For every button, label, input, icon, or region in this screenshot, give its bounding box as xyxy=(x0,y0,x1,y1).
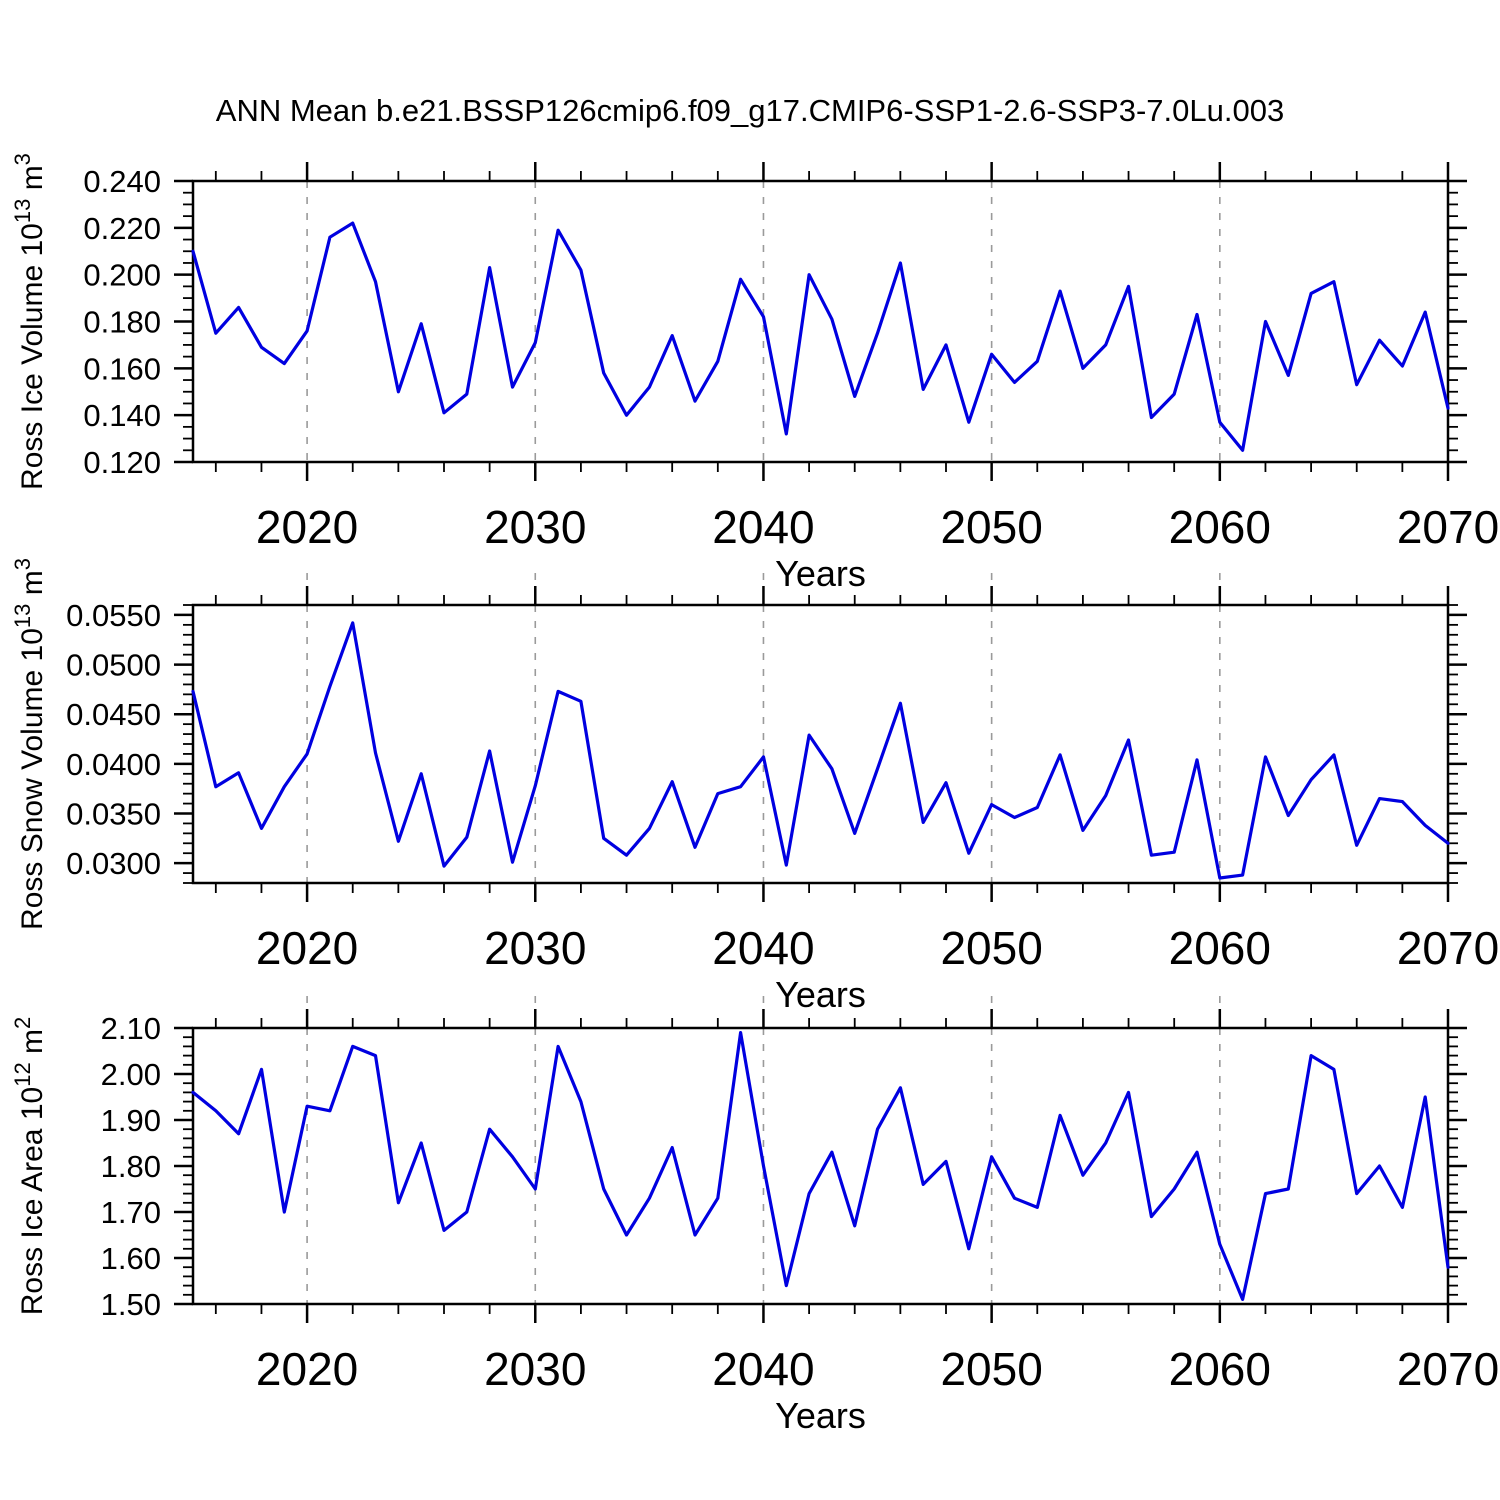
y-tick-label: 1.60 xyxy=(101,1241,161,1276)
y-tick-label: 2.10 xyxy=(101,1011,161,1046)
y-axis-title: Ross Snow Volume 1013 m3 xyxy=(10,558,49,930)
y-tick-label: 1.70 xyxy=(101,1195,161,1230)
x-tick-label: 2050 xyxy=(940,501,1042,553)
y-tick-label: 0.0550 xyxy=(66,598,161,633)
y-tick-label: 0.240 xyxy=(83,164,161,199)
y-tick-label: 0.180 xyxy=(83,305,161,340)
y-tick-label: 1.90 xyxy=(101,1103,161,1138)
y-tick-label: 0.0400 xyxy=(66,747,161,782)
x-tick-label: 2020 xyxy=(256,1343,358,1395)
chart-root: 2020 2030 2040 2050 2060 2070 0.240 0.220 0.200 0… xyxy=(10,153,1499,1436)
y-tick-label: 0.0450 xyxy=(66,697,161,732)
x-tick-label: 2020 xyxy=(256,922,358,974)
x-tick-label: 2070 xyxy=(1397,922,1499,974)
y-axis-title: Ross Ice Area 1012 m2 xyxy=(10,1017,49,1316)
x-tick-label: 2020 xyxy=(256,501,358,553)
series-line-ross-snow-volume xyxy=(191,621,1450,880)
y-tick-label: 0.220 xyxy=(83,211,161,246)
plot-box xyxy=(191,179,1450,464)
x-tick-label: 2030 xyxy=(484,501,586,553)
x-axis-title: Years xyxy=(775,553,866,594)
y-tick-label: 1.80 xyxy=(101,1149,161,1184)
y-tick-label: 0.0350 xyxy=(66,797,161,832)
x-tick-label: 2050 xyxy=(940,1343,1042,1395)
y-tick-label: 1.50 xyxy=(101,1287,161,1322)
y-tick-label: 0.200 xyxy=(83,258,161,293)
x-tick-label: 2040 xyxy=(712,501,814,553)
panel-ross-ice-volume: 2020 2030 2040 2050 2060 2070 0.240 0.220 0.200 0… xyxy=(10,153,1499,594)
x-tick-label: 2030 xyxy=(484,1343,586,1395)
panel-ross-ice-area: 2020 2030 2040 2050 2060 2070 2.10 2.00 1.90 1.80… xyxy=(10,996,1499,1436)
x-tick-label: 2070 xyxy=(1397,501,1499,553)
y-tick-label: 0.160 xyxy=(83,351,161,386)
series-line-ross-ice-volume xyxy=(191,221,1450,452)
x-tick-label: 2060 xyxy=(1169,501,1271,553)
x-tick-label: 2060 xyxy=(1169,922,1271,974)
figure-title: ANN Mean b.e21.BSSP126cmip6.f09_g17.CMIP… xyxy=(216,93,1284,128)
x-tick-label: 2070 xyxy=(1397,1343,1499,1395)
y-axis-title: Ross Ice Volume 1013 m3 xyxy=(10,153,49,490)
x-axis-title: Years xyxy=(775,974,866,1015)
series-line-ross-ice-area xyxy=(191,1030,1450,1302)
y-tick-label: 0.0500 xyxy=(66,648,161,683)
plot-box xyxy=(191,603,1450,885)
y-tick-label: 2.00 xyxy=(101,1057,161,1092)
x-tick-label: 2040 xyxy=(712,922,814,974)
y-tick-label: 0.120 xyxy=(83,445,161,480)
y-tick-label: 0.140 xyxy=(83,398,161,433)
x-tick-label: 2040 xyxy=(712,1343,814,1395)
x-tick-label: 2050 xyxy=(940,922,1042,974)
panel-ross-snow-volume: 2020 2030 2040 2050 2060 2070 0.0550 0.0500 0.04… xyxy=(10,558,1499,1015)
x-tick-label: 2060 xyxy=(1169,1343,1271,1395)
plot-box xyxy=(191,1026,1450,1306)
x-axis-title: Years xyxy=(775,1395,866,1436)
y-tick-label: 0.0300 xyxy=(66,846,161,881)
x-tick-label: 2030 xyxy=(484,922,586,974)
